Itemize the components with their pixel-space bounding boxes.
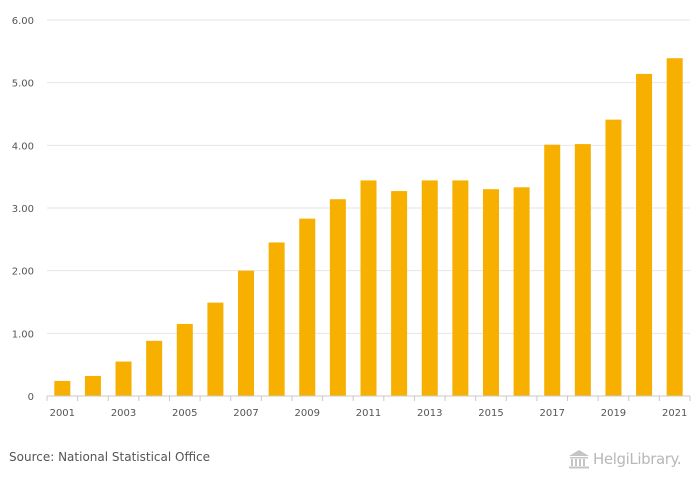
x-tick-label: 2009 — [295, 408, 320, 419]
y-axis-ticks: 0 1.00 2.00 3.00 4.00 5.00 6.00 — [12, 16, 34, 403]
y-tick-label: 3.00 — [12, 204, 34, 215]
bar-2006 — [207, 302, 224, 396]
bar-2007 — [238, 270, 255, 396]
bar-2004 — [146, 340, 163, 396]
y-tick-label: 1.00 — [12, 329, 34, 340]
bar-2003 — [115, 361, 132, 396]
bar-2014 — [452, 180, 469, 396]
x-tick-label: 2005 — [172, 408, 197, 419]
x-tick-label: 2021 — [662, 408, 687, 419]
bar-2017 — [544, 144, 561, 396]
x-tick-label: 2007 — [233, 408, 258, 419]
x-tick-label: 2001 — [50, 408, 75, 419]
y-tick-label: 5.00 — [12, 79, 34, 90]
y-tick-label: 4.00 — [12, 141, 34, 152]
helgi-library-logo: HelgiLibrary. — [568, 447, 682, 471]
bar-2001 — [54, 380, 71, 396]
bar-2008 — [268, 242, 285, 396]
library-building-icon — [569, 450, 589, 469]
bars — [54, 58, 683, 397]
bar-2010 — [329, 199, 346, 396]
x-tick-label: 2011 — [356, 408, 381, 419]
source-note: Source: National Statistical Office — [9, 450, 211, 464]
bar-2012 — [391, 191, 408, 396]
bar-2002 — [84, 375, 101, 396]
bar-2019 — [605, 119, 622, 396]
y-tick-label: 2.00 — [12, 267, 34, 278]
y-tick-label: 6.00 — [12, 16, 34, 27]
x-tick-label: 2017 — [539, 408, 564, 419]
x-tick-label: 2013 — [417, 408, 442, 419]
bar-2021 — [666, 58, 683, 397]
bar-2011 — [360, 180, 377, 396]
logo-text: HelgiLibrary. — [593, 450, 682, 468]
bar-2016 — [513, 187, 530, 396]
bar-chart: 01.002.003.004.005.006.00 2001 2003 2005 20… — [12, 16, 691, 419]
bar-2015 — [482, 189, 499, 396]
x-tick-label: 2015 — [478, 408, 503, 419]
x-tick-label: 2019 — [601, 408, 626, 419]
x-axis-ticks: 2001 2003 2005 2007 2009 2011 2013 2015 2017 2019… — [46, 396, 691, 419]
bar-2013 — [421, 180, 438, 396]
bar-2018 — [574, 144, 591, 396]
y-tick-label: 0 — [28, 392, 34, 403]
bar-2009 — [299, 218, 316, 396]
x-tick-label: 2003 — [111, 408, 136, 419]
bar-2005 — [176, 323, 193, 396]
bar-2020 — [636, 73, 653, 396]
